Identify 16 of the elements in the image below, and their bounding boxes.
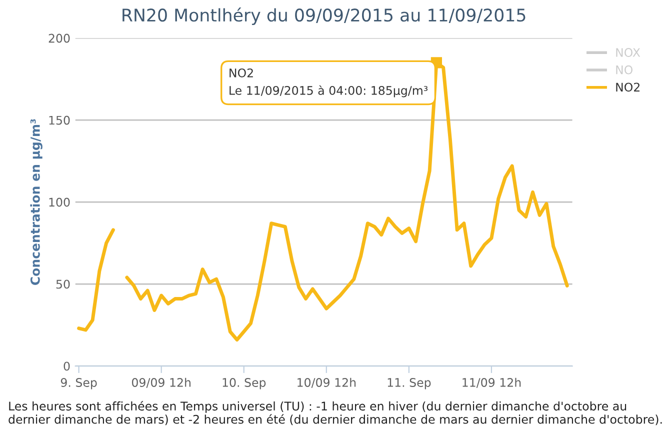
y-axis-title: Concentration en µg/m³ [30, 119, 42, 285]
legend-label: NO2 [616, 82, 640, 92]
x-tick-label: 11/09 12h [462, 378, 521, 388]
y-tick-label: 100 [49, 198, 70, 207]
y-tick-label: 50 [56, 280, 70, 289]
x-tick-label: 10. Sep [222, 378, 266, 390]
x-tick-label: 11. Sep [388, 378, 431, 390]
text: Les heures sont affichées en Temps universel (TU) : -1 heure en hiver (du dernier dimanche d'octobre au dernier dimanche de mars) et -2 heures en été (du dernier dimanche de mars au dernier dimanche d'octobre). [8, 400, 662, 426]
y-tick-label: 0 [64, 362, 70, 371]
x-tick-label: 09/09 12h [132, 378, 190, 388]
x-tick-label: 10/09 12h [298, 378, 356, 388]
x-tick-label: 9. Sep [60, 378, 97, 390]
annotation: NO2 Le 11/09/2015 à 04:00: 185µg/m³ [230, 68, 428, 98]
y-tick-label: 150 [49, 116, 70, 125]
y-tick-label: 200 [48, 34, 70, 43]
chart-title: RN20 Montlhéry du 09/09/2015 au 11/09/2015 [122, 8, 526, 26]
